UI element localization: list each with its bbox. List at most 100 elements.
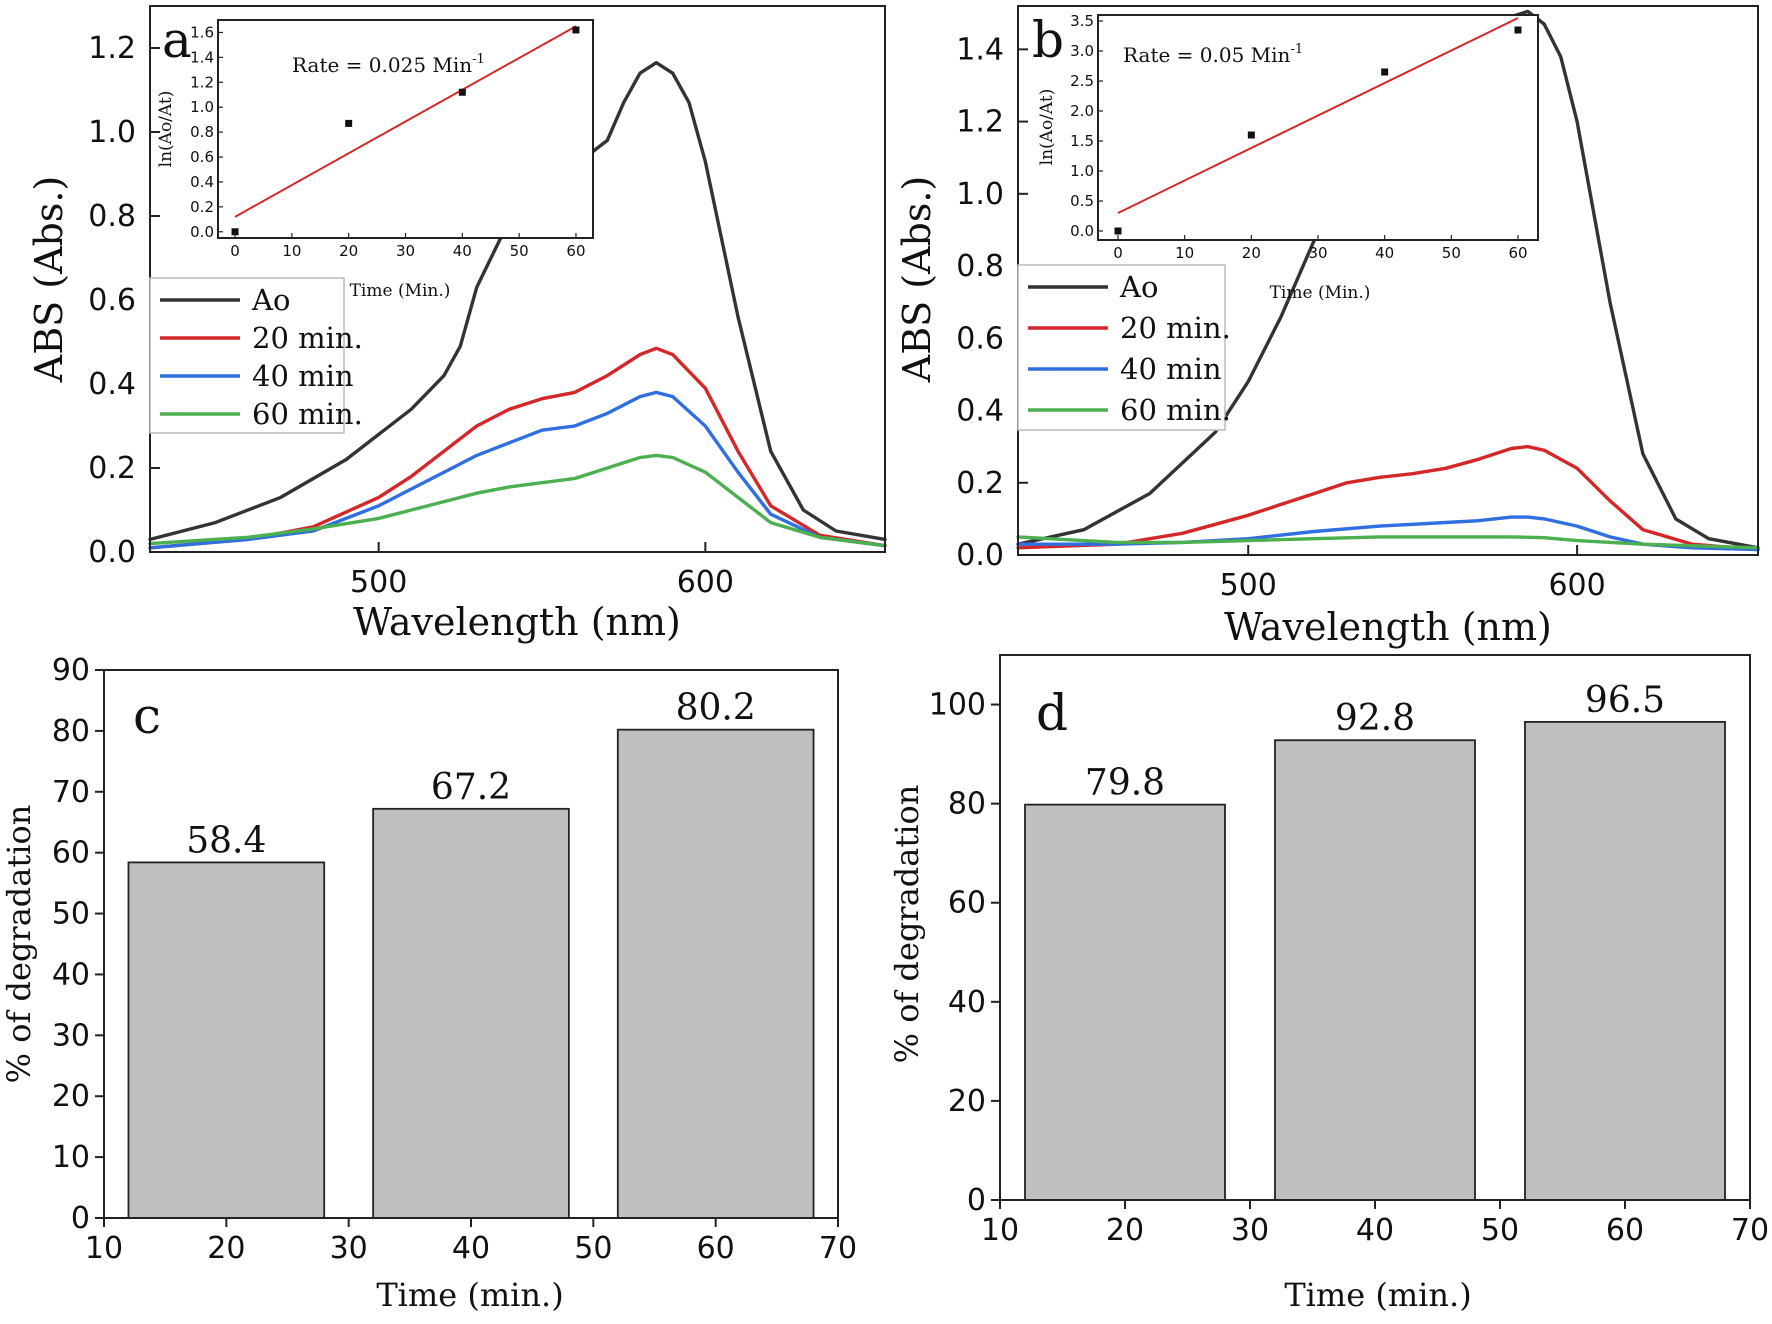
- panel-c-ytick-label-90: 90: [52, 653, 90, 688]
- panel-a-legend-label-ao: Ao: [251, 283, 290, 317]
- panel-c-bar-60: [616, 728, 815, 1219]
- panel-a-x-axis-label: Wavelength (nm): [353, 600, 681, 644]
- panel-b-inset-point-20: [1247, 131, 1255, 139]
- panel-d-bar-value-label-60: 96.5: [1585, 680, 1665, 721]
- panel-b-ytick-label-7: 1.4: [956, 32, 1004, 67]
- panel-c-ytick-label-40: 40: [52, 957, 90, 992]
- panel-a-inset-xtick-label-60: 60: [566, 242, 585, 260]
- panel-d-label: d: [1036, 684, 1068, 742]
- panel-c-bars: 58.467.280.2 10 20 30 40 50 60 700102030405060…: [0, 653, 857, 1314]
- panel-a-inset-point-40: [458, 88, 466, 96]
- panel-b-inset-xtick-label-0: 0: [1113, 244, 1123, 262]
- panel-a-inset-xtick-label-40: 40: [453, 242, 472, 260]
- panel-b-inset-point-40: [1381, 68, 1389, 76]
- panel-b-inset-ytick-label-5: 2.5: [1070, 72, 1094, 90]
- panel-c-bar-value-label-20: 58.4: [186, 820, 266, 861]
- panel-b-ytick-label-0: 0.0: [956, 538, 1004, 573]
- panel-a-inset-ytick-label-5: 1.0: [190, 98, 214, 116]
- panel-b-legend-label-60-min: 60 min.: [1120, 393, 1231, 427]
- panel-d-ytick-label-80: 80: [948, 787, 986, 822]
- panel-a-inset-ytick-label-7: 1.4: [190, 48, 214, 66]
- panel-c-bar-value-label-40: 67.2: [431, 767, 511, 808]
- panel-d-xtick-label-30: 30: [1231, 1213, 1269, 1248]
- panel-a-legend-label-40-min: 40 min: [252, 359, 354, 393]
- panel-d-ytick-label-60: 60: [948, 886, 986, 921]
- panel-b-inset: 0 10 20 30 40 50 60 0.0 0.5 1.0 1.5 2.0 2.5 3.0 3.5 Ti…: [1037, 12, 1539, 303]
- panel-b-inset-xtick-label-20: 20: [1242, 244, 1261, 262]
- panel-c-xtick-label-50: 50: [574, 1231, 612, 1266]
- panel-b-inset-xtick-label-30: 30: [1308, 244, 1327, 262]
- panel-a-inset-point-0: [231, 228, 239, 236]
- panel-a-inset-xtick-label-20: 20: [339, 242, 358, 260]
- panel-d-y-axis-label: % of degradation: [888, 785, 926, 1064]
- panel-b-inset-xtick-label-40: 40: [1375, 244, 1394, 262]
- panel-b-legend-label-ao: Ao: [1119, 270, 1158, 304]
- panel-a-legend-label-60-min: 60 min.: [252, 397, 363, 431]
- panel-a-ytick-label-4: 0.8: [88, 199, 136, 234]
- panel-d-bar-value-label-20: 79.8: [1085, 763, 1165, 804]
- panel-c-xtick-label-20: 20: [207, 1231, 245, 1266]
- panel-b-inset-y-label: ln(Ao/At): [1037, 89, 1057, 166]
- panel-a-legend-box: [149, 277, 345, 434]
- panel-a-series-20-min: [148, 346, 887, 550]
- panel-b-ytick-label-1: 0.2: [956, 466, 1004, 501]
- panel-b-inset-bg: [1098, 15, 1538, 240]
- panel-a-inset-ytick-label-8: 1.6: [190, 23, 214, 41]
- panel-c-bar-value-label-60: 80.2: [676, 688, 756, 729]
- panel-b-x-axis-label: Wavelength (nm): [1224, 605, 1552, 649]
- panel-a-ytick-label-2: 0.4: [88, 367, 136, 402]
- panel-b-inset-xtick-label-50: 50: [1442, 244, 1461, 262]
- panel-b-xtick-label-600: 600: [1548, 568, 1605, 603]
- panel-b-inset-ytick-label-3: 1.5: [1070, 132, 1094, 150]
- panel-b-y-axis-label: ABS (Abs.): [895, 176, 939, 383]
- panel-b-xtick-label-500: 500: [1220, 568, 1277, 603]
- panel-a-xtick-label-500: 500: [350, 565, 407, 600]
- panel-a-xtick-label-600: 600: [677, 565, 734, 600]
- panel-a-series-40-min: [148, 390, 887, 550]
- panel-b-series-60-min: [1016, 535, 1760, 550]
- panel-a-inset-bg: [218, 20, 593, 238]
- panel-d-bar-60: [1524, 720, 1726, 1201]
- panel-a-inset-point-60: [572, 26, 580, 34]
- panel-b-inset-point-60: [1514, 26, 1522, 34]
- panel-b-inset-ytick-label-4: 2.0: [1070, 102, 1094, 120]
- panel-b-inset-point-0: [1114, 227, 1122, 235]
- panel-c-ytick-label-10: 10: [52, 1140, 90, 1175]
- panel-b-legend-label-20-min: 20 min.: [1120, 311, 1231, 345]
- panel-b-inset-ytick-label-2: 1.0: [1070, 162, 1094, 180]
- panel-a-rate-sup: -1: [472, 52, 485, 67]
- panel-c-y-axis-label: % of degradation: [0, 805, 38, 1084]
- panel-d-xtick-label-40: 40: [1356, 1213, 1394, 1248]
- panel-a-ytick-label-1: 0.2: [88, 451, 136, 486]
- panel-b-inset-ytick-label-1: 0.5: [1070, 192, 1094, 210]
- panel-d-xtick-label-20: 20: [1106, 1213, 1144, 1248]
- panel-c-xtick-label-40: 40: [452, 1231, 490, 1266]
- panel-b-ytick-label-3: 0.6: [956, 321, 1004, 356]
- panel-a-inset-xtick-label-30: 30: [396, 242, 415, 260]
- panel-a-inset-ytick-label-0: 0.0: [190, 223, 214, 241]
- panel-a-inset-xtick-label-10: 10: [282, 242, 301, 260]
- panel-b-ytick-label-4: 0.8: [956, 249, 1004, 284]
- panel-a-ytick-label-3: 0.6: [88, 283, 136, 318]
- panel-a-inset-xtick-label-50: 50: [510, 242, 529, 260]
- panel-d-bar-40: [1274, 739, 1476, 1201]
- panel-b-legend: Ao 20 min. 40 min 60 min.: [1017, 264, 1231, 431]
- panel-a-legend-label-20-min: 20 min.: [252, 321, 363, 355]
- panel-a-rate-text: Rate = 0.025 Min: [292, 53, 472, 77]
- panel-b-rate-annotation: Rate = 0.05 Min-1: [1123, 42, 1303, 67]
- panel-b-inset-ytick-label-6: 3.0: [1070, 42, 1094, 60]
- panel-b-rate-text: Rate = 0.05 Min: [1123, 43, 1291, 67]
- panel-a-inset-x-label: Time (Min.): [350, 281, 451, 301]
- panel-d-ytick-label-40: 40: [948, 985, 986, 1020]
- panel-d-bar-20: [1024, 803, 1226, 1201]
- panel-c-xtick-label-70: 70: [819, 1231, 857, 1266]
- panel-b-inset-ytick-label-0: 0.0: [1070, 222, 1094, 240]
- panel-a-ytick-label-6: 1.2: [88, 31, 136, 66]
- panel-b-legend-label-40-min: 40 min: [1120, 352, 1222, 386]
- panel-b-inset-ytick-label-7: 3.5: [1070, 12, 1094, 30]
- panel-c-label: c: [133, 687, 161, 745]
- panel-b-ytick-label-5: 1.0: [956, 177, 1004, 212]
- panel-d-xtick-label-70: 70: [1731, 1213, 1769, 1248]
- panel-b-label: b: [1032, 11, 1064, 69]
